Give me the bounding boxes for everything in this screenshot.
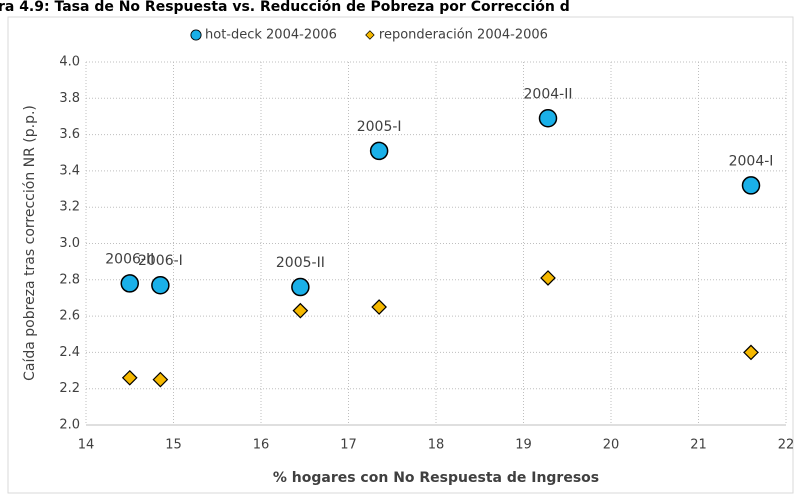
- point-label: 2004-II: [524, 86, 573, 102]
- y-tick-label: 3.6: [59, 127, 80, 142]
- y-tick-label: 2.8: [59, 272, 80, 287]
- legend-marker: [365, 30, 375, 40]
- y-tick-label: 3.4: [59, 163, 80, 178]
- point: [120, 274, 139, 293]
- legend-label: hot-deck 2004-2006: [205, 28, 337, 43]
- point: [540, 270, 556, 286]
- point: [121, 369, 138, 386]
- point: [292, 302, 309, 319]
- point: [743, 344, 759, 361]
- y-tick-label: 2.6: [59, 309, 80, 324]
- x-tick-label: 14: [78, 438, 95, 453]
- x-tick-label: 18: [428, 438, 445, 453]
- x-tick-label: 17: [340, 438, 357, 453]
- y-tick-label: 4.0: [59, 55, 80, 70]
- y-axis-label: Caída pobreza tras corrección NR (p.p.): [22, 105, 38, 381]
- y-tick-label: 3.2: [59, 200, 80, 215]
- chart-border: [7, 16, 794, 494]
- y-tick-label: 2.2: [59, 381, 80, 396]
- x-axis-label: % hogares con No Respuesta de Ingresos: [273, 470, 599, 486]
- y-tick-label: 3.0: [59, 236, 80, 251]
- point: [291, 277, 310, 297]
- point-label: 2006-I: [138, 253, 183, 269]
- x-tick-label: 16: [253, 438, 270, 453]
- point-label: 2004-I: [729, 153, 774, 169]
- y-tick-label: 2.4: [59, 345, 80, 360]
- point: [151, 275, 170, 295]
- x-tick-label: 15: [165, 438, 182, 453]
- point-label: 2005-II: [276, 255, 325, 271]
- chart-title: ura 4.9: Tasa de No Respuesta vs. Reducc…: [0, 0, 570, 15]
- legend-label: reponderación 2004-2006: [379, 28, 548, 43]
- point: [371, 299, 387, 315]
- x-tick-label: 21: [690, 438, 707, 453]
- point: [152, 371, 169, 388]
- x-tick-label: 19: [515, 438, 532, 453]
- point: [369, 141, 389, 161]
- y-tick-label: 2.0: [59, 418, 80, 433]
- point: [538, 109, 558, 128]
- legend-marker: [190, 29, 202, 41]
- point-label: 2006-II: [105, 251, 154, 267]
- point: [741, 176, 761, 195]
- x-tick-label: 22: [778, 438, 794, 453]
- point-label: 2005-I: [357, 119, 402, 135]
- y-tick-label: 3.8: [59, 91, 80, 106]
- x-tick-label: 20: [603, 438, 620, 453]
